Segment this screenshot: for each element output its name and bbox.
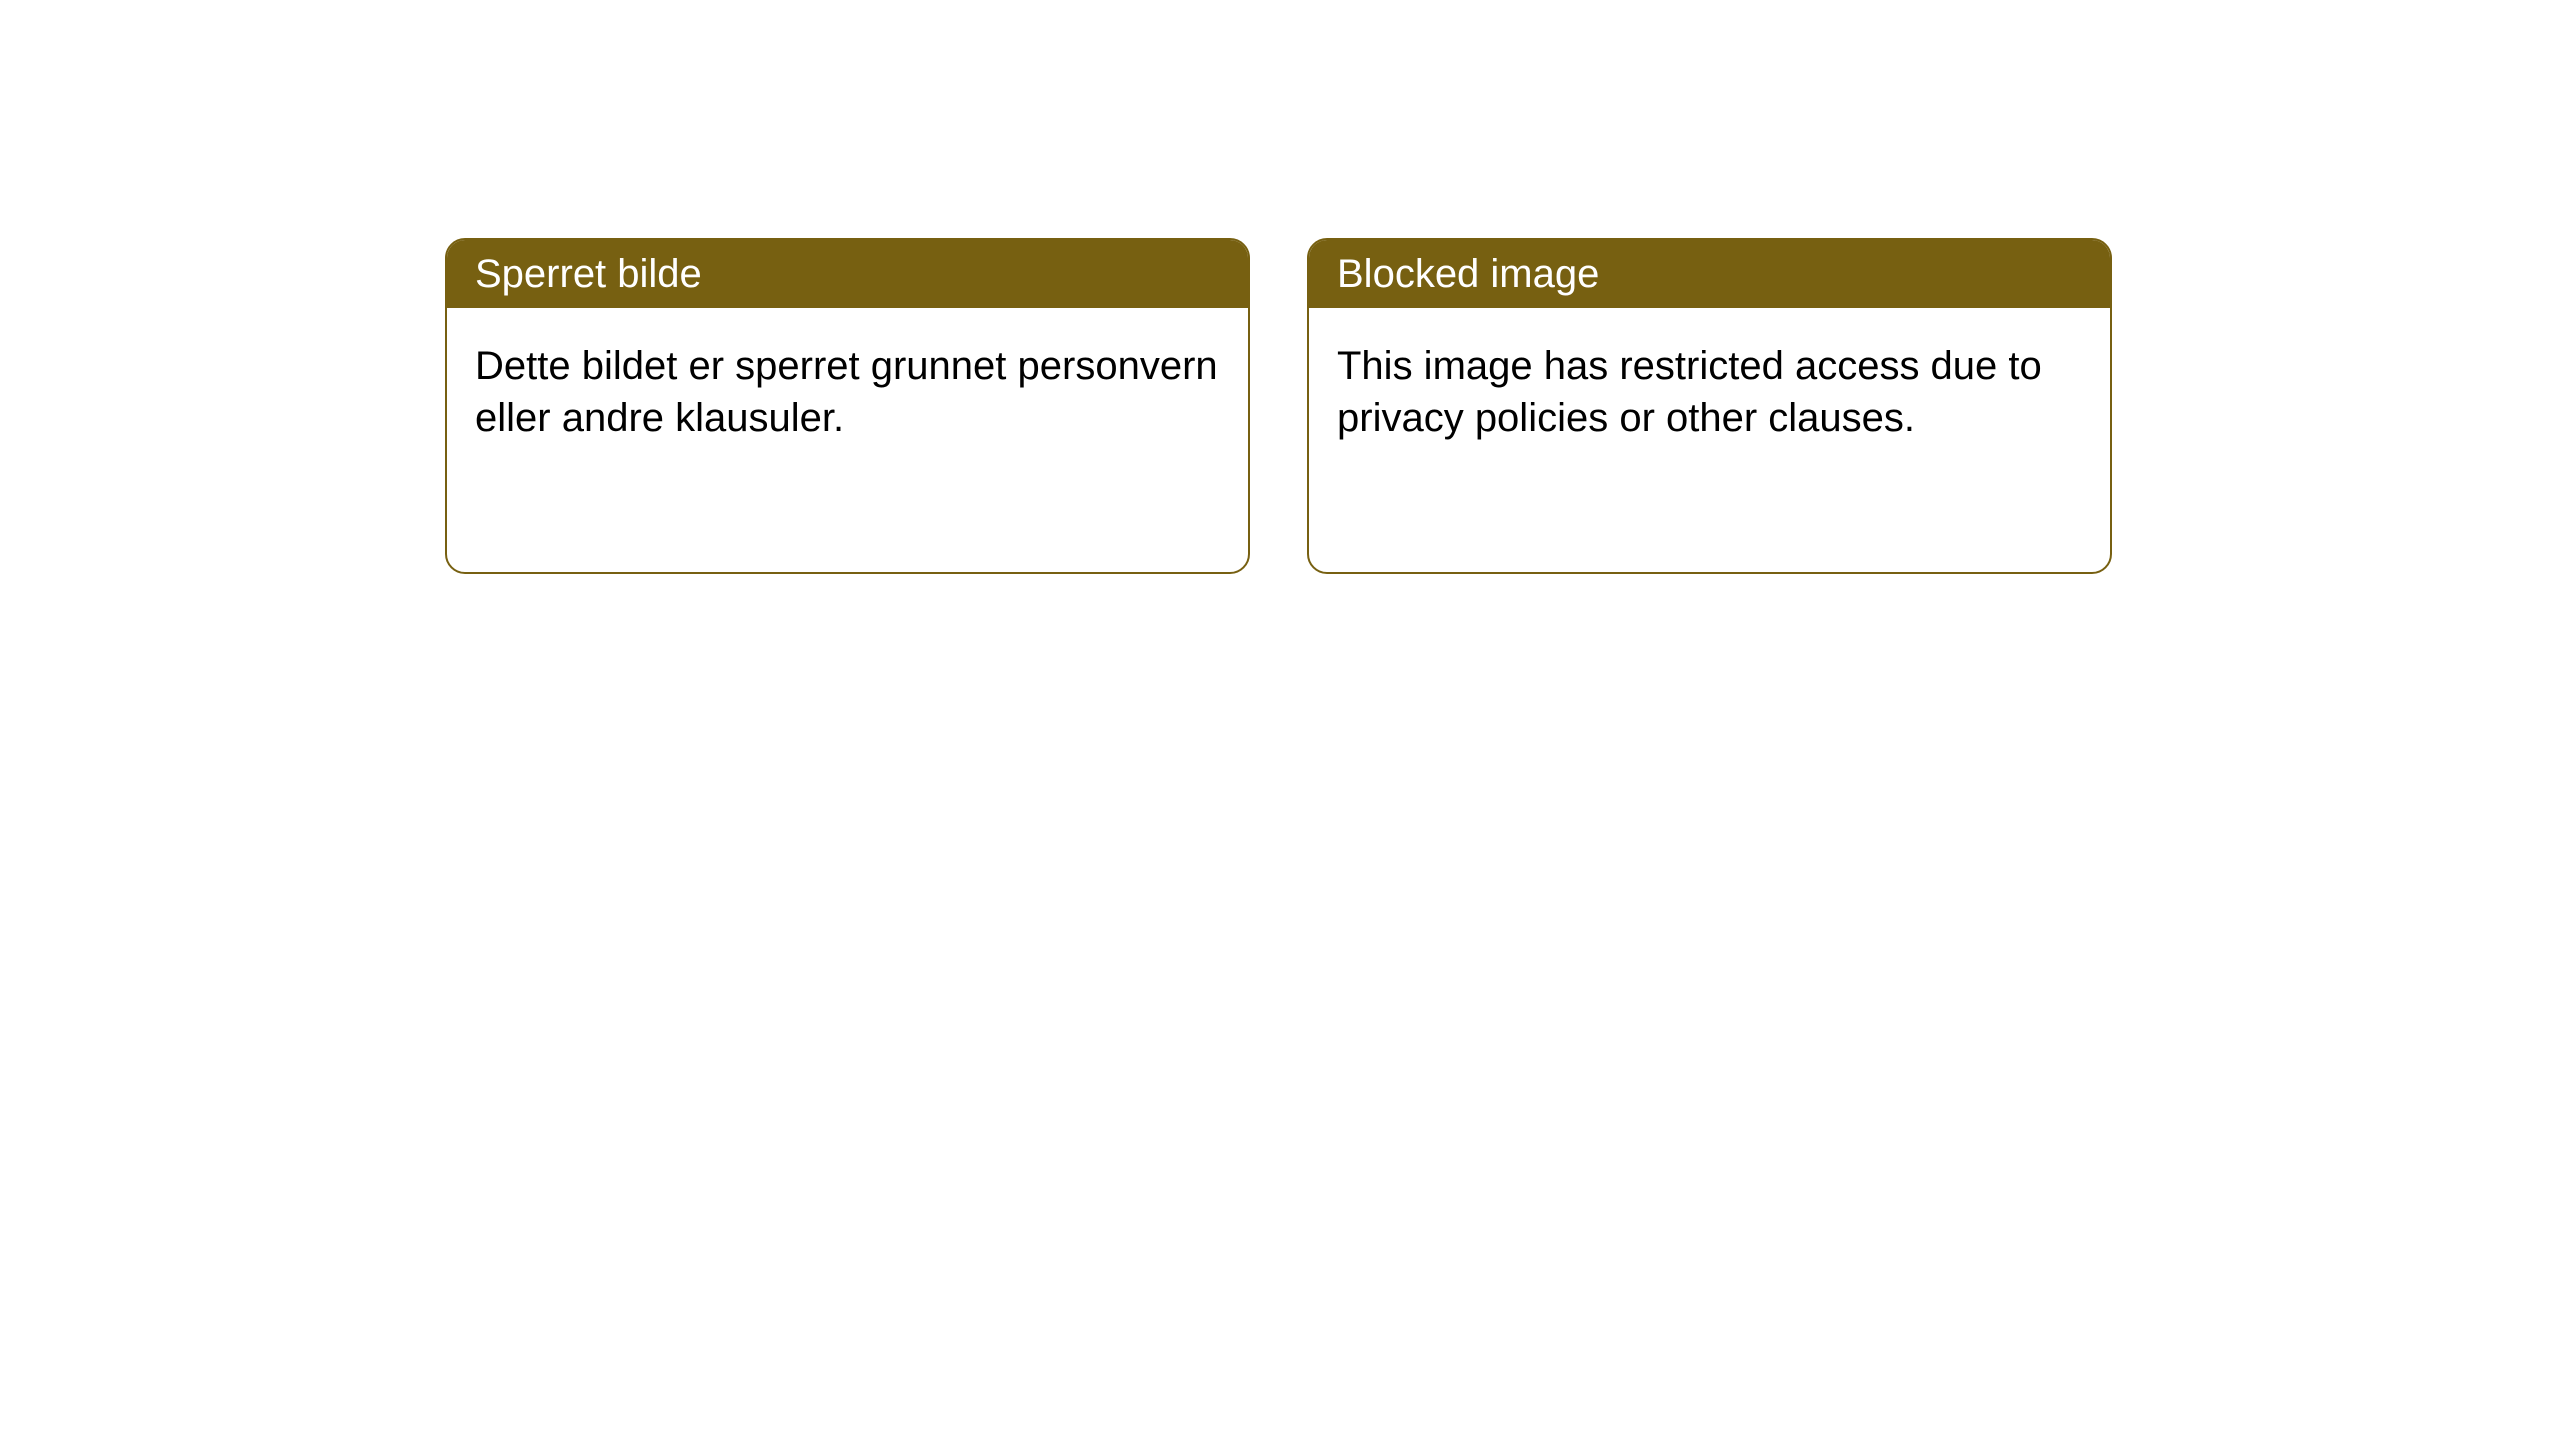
notice-card-norwegian: Sperret bilde Dette bildet er sperret gr… — [445, 238, 1250, 574]
notice-container: Sperret bilde Dette bildet er sperret gr… — [0, 0, 2560, 574]
notice-title: Sperret bilde — [447, 240, 1248, 308]
notice-card-english: Blocked image This image has restricted … — [1307, 238, 2112, 574]
notice-title: Blocked image — [1309, 240, 2110, 308]
notice-body: Dette bildet er sperret grunnet personve… — [447, 308, 1248, 476]
notice-body: This image has restricted access due to … — [1309, 308, 2110, 476]
